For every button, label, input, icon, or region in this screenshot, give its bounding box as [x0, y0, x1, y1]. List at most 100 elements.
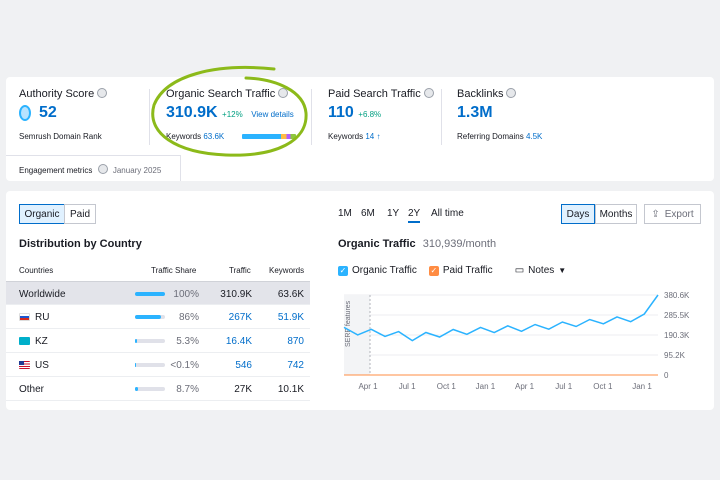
- backlinks-block: Backlinks 1.3M Referring Domains 4.5K: [457, 88, 542, 141]
- divider: [149, 89, 150, 145]
- y-tick-label: 190.3K: [664, 331, 690, 340]
- x-tick-label: Oct 1: [437, 382, 457, 391]
- x-tick-label: Jan 1: [476, 382, 496, 391]
- traffic-value: 310.9K: [220, 289, 252, 300]
- period-2y[interactable]: 2Y: [408, 208, 421, 223]
- authority-label: Authority Score: [19, 88, 95, 100]
- keywords-value[interactable]: 742: [287, 360, 304, 371]
- paid-kw-label: Keywords: [328, 132, 364, 141]
- ref-domains-value[interactable]: 4.5K: [525, 132, 543, 141]
- keywords-value[interactable]: 870: [287, 336, 304, 347]
- traffic-value[interactable]: 16.4K: [225, 336, 252, 347]
- tab-paid[interactable]: Paid: [64, 204, 96, 224]
- x-tick-label: Oct 1: [593, 382, 613, 391]
- keyword-distribution-bar: [242, 134, 296, 139]
- notes-dropdown[interactable]: Notes: [528, 265, 555, 276]
- months-button[interactable]: Months: [595, 204, 637, 224]
- authority-sub: Semrush Domain Rank: [19, 132, 102, 141]
- paid-label: Paid Search Traffic: [328, 88, 421, 100]
- paid-block: Paid Search Traffic 110 +6.8% Keywords 1…: [328, 88, 434, 141]
- notes-icon: ▭: [514, 265, 525, 276]
- table-row[interactable]: KZ 5.3% 16.4K 870: [6, 329, 310, 353]
- engagement-label: Engagement metrics: [19, 166, 93, 175]
- table-row[interactable]: Worldwide 100% 310.9K 63.6K: [6, 281, 310, 305]
- table-row[interactable]: RU 86% 267K 51.9K: [6, 305, 310, 329]
- y-tick-label: 380.6K: [664, 291, 690, 300]
- organic-checkbox[interactable]: ✓: [338, 265, 348, 276]
- organic-value[interactable]: 310.9K: [166, 104, 218, 121]
- backlinks-label: Backlinks: [457, 88, 504, 100]
- authority-value[interactable]: 52: [39, 104, 57, 121]
- engagement-date: January 2025: [112, 166, 162, 175]
- x-tick-label: Apr 1: [515, 382, 535, 391]
- divider: [311, 89, 312, 145]
- x-tick-label: Apr 1: [358, 382, 378, 391]
- backlinks-value[interactable]: 1.3M: [457, 104, 493, 121]
- share-fill: [135, 315, 161, 319]
- chart-title-row: Organic Traffic 310,939/month: [338, 238, 496, 250]
- organic-kw-value[interactable]: 63.6K: [203, 132, 225, 141]
- country-name: US: [35, 360, 49, 371]
- eye-icon[interactable]: [423, 88, 434, 98]
- keywords-value[interactable]: 51.9K: [277, 312, 304, 323]
- col-traffic-share[interactable]: Traffic Share: [151, 266, 197, 275]
- engagement-row: Engagement metrics January 2025: [6, 155, 181, 181]
- table-row[interactable]: Other 8.7% 27K 10.1K: [6, 377, 310, 401]
- chart-title: Organic Traffic: [338, 238, 416, 250]
- authority-icon: [19, 105, 31, 121]
- y-tick-label: 95.2K: [664, 351, 686, 360]
- col-keywords[interactable]: Keywords: [269, 266, 305, 275]
- view-details-link[interactable]: View details: [251, 110, 294, 119]
- highlight-circle: [151, 66, 308, 157]
- flag-kz-icon: [19, 337, 30, 345]
- organic-traffic-chart: 380.6K 285.5K 190.3K 95.2K 0 SERP features Apr…: [343, 291, 690, 391]
- share-fill: [135, 292, 165, 296]
- eye-icon[interactable]: [506, 88, 517, 98]
- share-value: 100%: [173, 289, 199, 300]
- share-value: 5.3%: [176, 336, 199, 347]
- y-tick-label: 285.5K: [664, 311, 690, 320]
- tab-organic[interactable]: Organic: [19, 204, 65, 224]
- organic-change: +12%: [222, 110, 243, 119]
- chart-title-value: 310,939/month: [422, 238, 497, 250]
- organic-block: Organic Search Traffic 310.9K +12% View …: [166, 88, 301, 141]
- table-row[interactable]: US <0.1% 546 742: [6, 353, 310, 377]
- eye-icon[interactable]: [97, 88, 108, 98]
- share-bar: [135, 315, 165, 319]
- legend-paid[interactable]: Paid Traffic: [442, 265, 493, 276]
- country-name: KZ: [35, 336, 48, 347]
- divider: [441, 89, 442, 145]
- export-button[interactable]: ⇪ Export: [644, 204, 701, 224]
- period-all-time[interactable]: All time: [431, 208, 464, 219]
- share-value: 8.7%: [176, 384, 199, 395]
- organic-label: Organic Search Traffic: [166, 88, 276, 100]
- paid-kw-value[interactable]: 14: [365, 132, 375, 141]
- chart-legend: ✓ Organic Traffic ✓ Paid Traffic ▭ Notes…: [338, 265, 566, 276]
- period-1y[interactable]: 1Y: [387, 208, 400, 219]
- traffic-value[interactable]: 546: [235, 360, 252, 371]
- x-tick-label: Jul 1: [399, 382, 416, 391]
- serp-features-label: SERP features: [345, 300, 352, 347]
- keywords-value: 63.6K: [277, 289, 304, 300]
- summary-card: Authority Score 52 Semrush Domain Rank O…: [6, 66, 714, 181]
- col-traffic[interactable]: Traffic: [229, 266, 251, 275]
- eye-icon[interactable]: [97, 164, 108, 174]
- period-6m[interactable]: 6M: [361, 208, 375, 219]
- share-value: 86%: [178, 312, 199, 323]
- traffic-value[interactable]: 267K: [228, 312, 252, 323]
- legend-organic[interactable]: Organic Traffic: [352, 265, 417, 276]
- period-1m[interactable]: 1M: [338, 208, 352, 219]
- days-button[interactable]: Days: [561, 204, 595, 224]
- arrow-up-icon: ↑: [376, 132, 381, 141]
- paid-checkbox[interactable]: ✓: [428, 265, 439, 276]
- share-bar: [135, 339, 165, 343]
- share-bar: [135, 387, 165, 391]
- x-tick-label: Jul 1: [555, 382, 572, 391]
- eye-icon[interactable]: [278, 88, 289, 98]
- keywords-value: 10.1K: [277, 384, 304, 395]
- distribution-title: Distribution by Country: [19, 238, 142, 250]
- col-countries[interactable]: Countries: [19, 266, 54, 275]
- share-fill: [135, 387, 138, 391]
- paid-value[interactable]: 110: [328, 104, 354, 121]
- export-label: Export: [664, 208, 694, 220]
